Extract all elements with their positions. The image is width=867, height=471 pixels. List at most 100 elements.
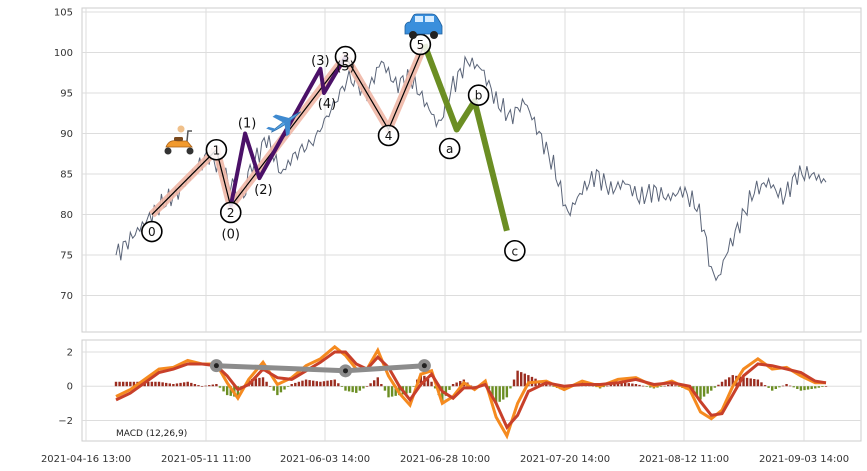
price-y-tick-label: 100 (54, 48, 73, 59)
macd-histogram-bar (380, 383, 383, 387)
macd-histogram-bar (677, 386, 681, 387)
wave-marker-label: c (512, 244, 519, 258)
macd-histogram-bar (225, 386, 229, 396)
macd-histogram-bar (620, 382, 623, 387)
macd-histogram-bar (408, 386, 412, 393)
macd-histogram-bar (362, 386, 365, 389)
macd-histogram-bar (283, 386, 286, 390)
macd-histogram-bar (494, 386, 498, 405)
wave-marker-circle (409, 33, 432, 56)
subwave-label: (2) (254, 183, 272, 198)
macd-histogram-bar (294, 382, 297, 387)
macd-histogram-bar (304, 379, 308, 387)
macd-histogram-bar (444, 386, 448, 396)
macd-histogram-bar (301, 380, 304, 387)
subwave-label: (1) (238, 117, 256, 132)
macd-histogram-bar (351, 386, 354, 393)
macd-histogram-bar (778, 386, 781, 388)
macd-histogram-bar (355, 386, 358, 393)
macd-histogram-bar (337, 383, 340, 387)
macd-histogram-bar (319, 381, 322, 387)
macd-histogram-bar (383, 386, 387, 391)
macd-histogram-bar (520, 372, 523, 387)
macd-histogram-bar (186, 381, 189, 387)
macd-histogram-bar (814, 386, 817, 389)
macd-histogram-bar (347, 386, 351, 392)
car-icon (404, 13, 443, 39)
macd-histogram-bar (222, 386, 225, 392)
macd-histogram-bar (695, 386, 699, 397)
macd-histogram-bar (261, 377, 265, 387)
x-tick-label: 2021-06-03 14:00 (280, 454, 370, 465)
macd-panel: −2 0 2 MACD (12,26,9) (58, 339, 862, 442)
macd-histogram-bar (552, 386, 555, 387)
macd-histogram-bar (810, 386, 813, 390)
macd-histogram-bar (118, 381, 121, 387)
macd-y-tick-label: 0 (67, 382, 73, 393)
macd-histogram-bar (211, 384, 215, 387)
macd-histogram-bar (308, 380, 311, 387)
macd-histogram-bar (498, 386, 501, 402)
macd-histogram-bar (286, 386, 290, 387)
macd-histogram-bar (806, 386, 810, 390)
macd-histogram-bar (369, 383, 372, 387)
macd-histogram-bar (165, 382, 168, 387)
corrective-wave-line (421, 43, 510, 232)
macd-histogram-bar (487, 386, 491, 390)
macd-histogram-bar (312, 380, 315, 387)
macd-histogram-bar (430, 381, 433, 387)
macd-histogram-bar (150, 381, 154, 387)
divergence-point-center (421, 363, 427, 369)
macd-histogram-bar (340, 386, 344, 387)
wave-marker-circle (504, 239, 526, 262)
macd-histogram-bar (161, 382, 164, 387)
macd-histogram-bar (333, 379, 336, 387)
macd-histogram-bar (372, 380, 376, 387)
wave-marker-label: 2 (227, 206, 235, 220)
x-tick-label: 2021-08-12 11:00 (639, 454, 729, 465)
macd-histogram-bar (516, 370, 519, 387)
macd-histogram-bar (774, 386, 777, 390)
macd-histogram-bar (667, 384, 670, 387)
wave-marker-label: b (475, 89, 483, 103)
macd-histogram-bar (376, 377, 379, 387)
macd-histogram-bar (785, 383, 788, 387)
macd-histogram-bar (121, 381, 125, 387)
macd-y-tick-label: 2 (67, 347, 73, 358)
macd-histogram-bar (276, 386, 279, 396)
macd-histogram-bar (412, 386, 415, 387)
macd-histogram-bar (512, 379, 516, 387)
divergence-point-center (342, 368, 348, 374)
macd-histogram-bar (326, 380, 329, 387)
wave-marker-label: 1 (213, 143, 221, 157)
price-y-tick-label: 80 (60, 210, 73, 221)
macd-histogram-bar (218, 386, 222, 388)
price-grid (82, 8, 861, 332)
macd-histogram-bar (114, 381, 118, 387)
macd-histogram-bar (154, 381, 157, 387)
x-tick-label: 2021-09-03 14:00 (759, 454, 849, 465)
wave-marker-circle (334, 45, 357, 68)
macd-y-axis: −2 0 2 (58, 347, 73, 426)
divergence-points (209, 359, 431, 378)
wave-marker-circle (377, 124, 400, 147)
macd-histogram-bar (527, 375, 530, 387)
macd-histogram-bar (760, 382, 763, 387)
macd-histogram-bar (821, 386, 824, 387)
macd-histogram-bar (175, 383, 179, 387)
macd-histogram-bar (322, 381, 326, 387)
macd-histogram-bar (358, 386, 362, 391)
macd-histogram-bar (717, 384, 720, 387)
macd-histogram-bar (523, 373, 526, 387)
macd-histogram-bar (168, 383, 171, 387)
x-tick-label: 2021-07-20 14:00 (520, 454, 610, 465)
macd-y-tick-label: −2 (58, 416, 73, 427)
macd-histogram-bar (394, 386, 397, 396)
macd-histogram-bar (258, 377, 261, 387)
macd-histogram-bar (193, 383, 197, 387)
macd-histogram-bar (491, 386, 494, 397)
macd-histogram-bar (724, 379, 727, 387)
macd-histogram-bar (208, 385, 211, 387)
macd-histogram-bar (710, 386, 713, 391)
